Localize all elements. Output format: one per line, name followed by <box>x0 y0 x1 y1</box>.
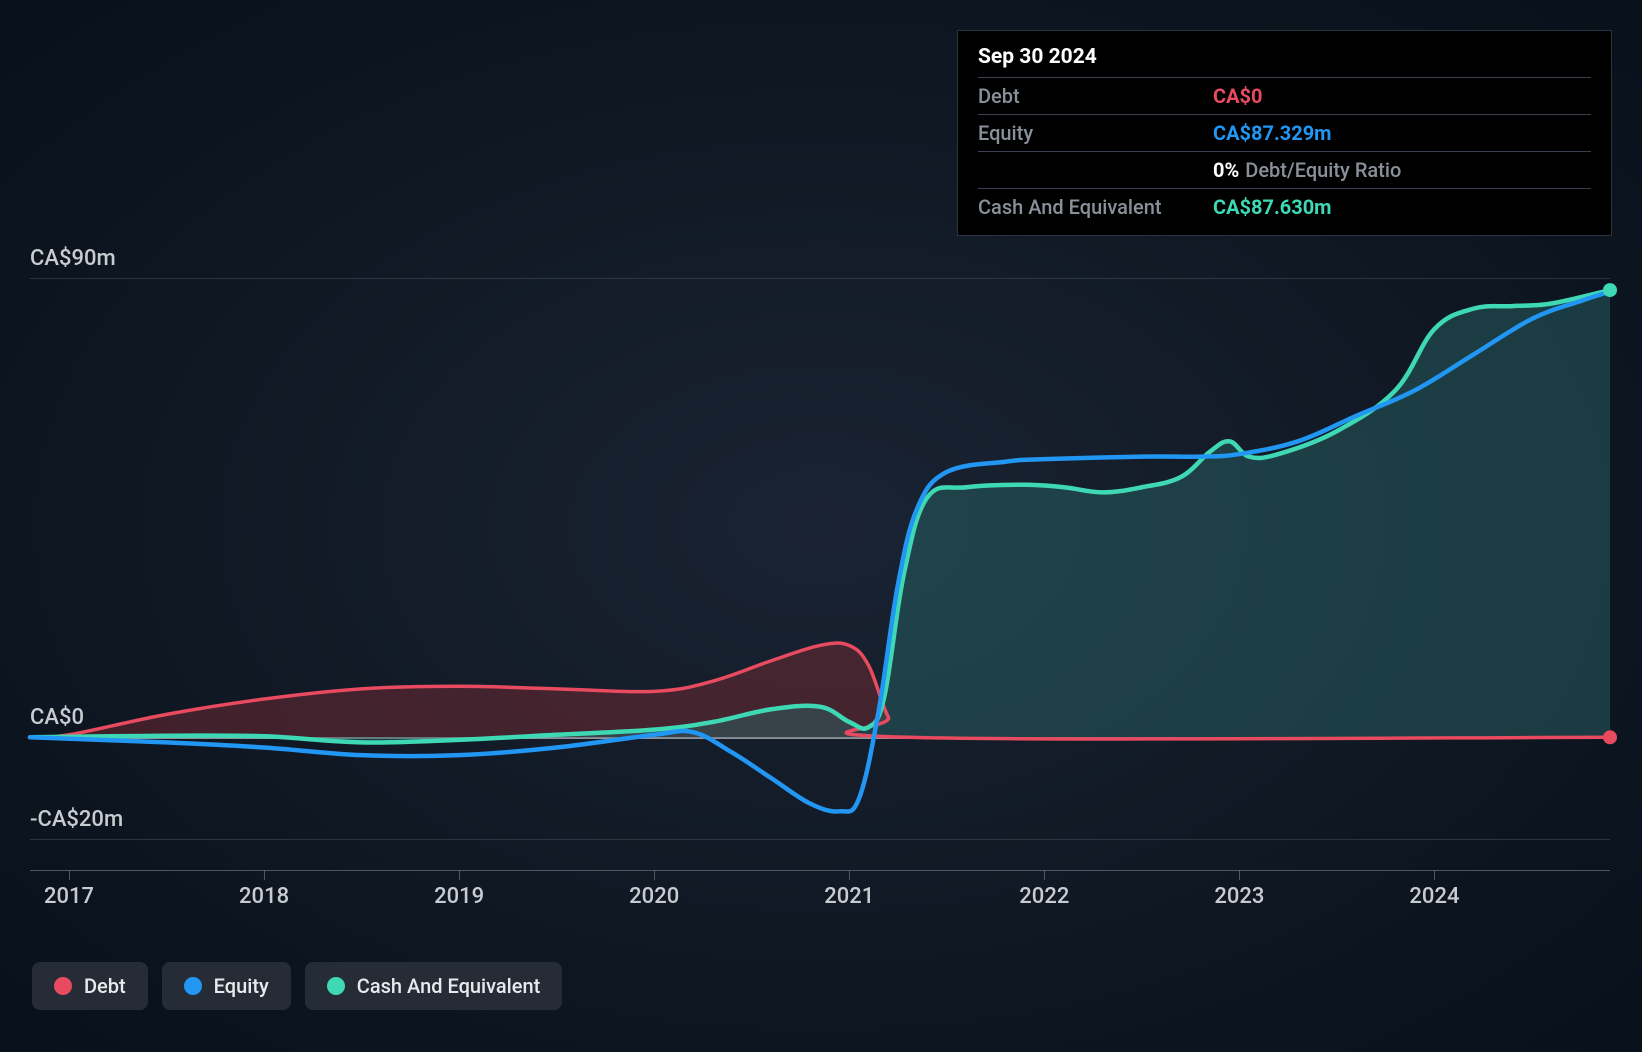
tooltip-ratio: 0%Debt/Equity Ratio <box>1213 158 1401 182</box>
legend: Debt Equity Cash And Equivalent <box>32 962 562 1010</box>
x-axis-label: 2021 <box>824 884 874 909</box>
x-axis-tick <box>1044 870 1045 880</box>
legend-dot-icon <box>327 977 345 995</box>
chart-plot-area <box>30 278 1610 870</box>
tooltip-ratio-row: 0%Debt/Equity Ratio <box>978 151 1591 188</box>
x-axis-tick <box>849 870 850 880</box>
cash-end-marker <box>1603 283 1617 297</box>
tooltip-row-value: CA$87.329m <box>1213 121 1332 145</box>
data-tooltip: Sep 30 2024 DebtCA$0EquityCA$87.329m0%De… <box>957 30 1612 236</box>
tooltip-row-label: Debt <box>978 84 1213 108</box>
legend-dot-icon <box>184 977 202 995</box>
x-axis-tick <box>264 870 265 880</box>
y-axis-label: CA$90m <box>30 246 116 271</box>
x-axis-label: 2022 <box>1019 884 1069 909</box>
x-axis-label: 2019 <box>434 884 484 909</box>
tooltip-date: Sep 30 2024 <box>978 45 1591 77</box>
legend-item-debt[interactable]: Debt <box>32 962 148 1010</box>
legend-label: Equity <box>214 974 269 998</box>
x-axis-tick <box>654 870 655 880</box>
legend-item-equity[interactable]: Equity <box>162 962 291 1010</box>
x-axis-label: 2023 <box>1214 884 1264 909</box>
tooltip-row: DebtCA$0 <box>978 77 1591 114</box>
tooltip-row-label: Equity <box>978 121 1213 145</box>
legend-label: Debt <box>84 974 126 998</box>
x-axis-label: 2017 <box>44 884 94 909</box>
tooltip-row-value: CA$0 <box>1213 84 1262 108</box>
tooltip-row-label: Cash And Equivalent <box>978 195 1213 219</box>
tooltip-ratio-value: 0% <box>1213 158 1239 182</box>
tooltip-row: EquityCA$87.329m <box>978 114 1591 151</box>
tooltip-row-value: CA$87.630m <box>1213 195 1332 219</box>
legend-dot-icon <box>54 977 72 995</box>
tooltip-ratio-label: Debt/Equity Ratio <box>1245 158 1401 182</box>
x-axis-tick <box>459 870 460 880</box>
x-axis-line <box>30 870 1610 871</box>
tooltip-row: Cash And EquivalentCA$87.630m <box>978 188 1591 225</box>
x-axis-label: 2020 <box>629 884 679 909</box>
x-axis-label: 2024 <box>1409 884 1459 909</box>
x-axis-tick <box>1239 870 1240 880</box>
x-axis-tick <box>1434 870 1435 880</box>
legend-item-cash[interactable]: Cash And Equivalent <box>305 962 563 1010</box>
legend-label: Cash And Equivalent <box>357 974 541 998</box>
x-axis-label: 2018 <box>239 884 289 909</box>
debt-end-marker <box>1603 730 1617 744</box>
x-axis-tick <box>69 870 70 880</box>
chart-svg <box>30 278 1610 870</box>
